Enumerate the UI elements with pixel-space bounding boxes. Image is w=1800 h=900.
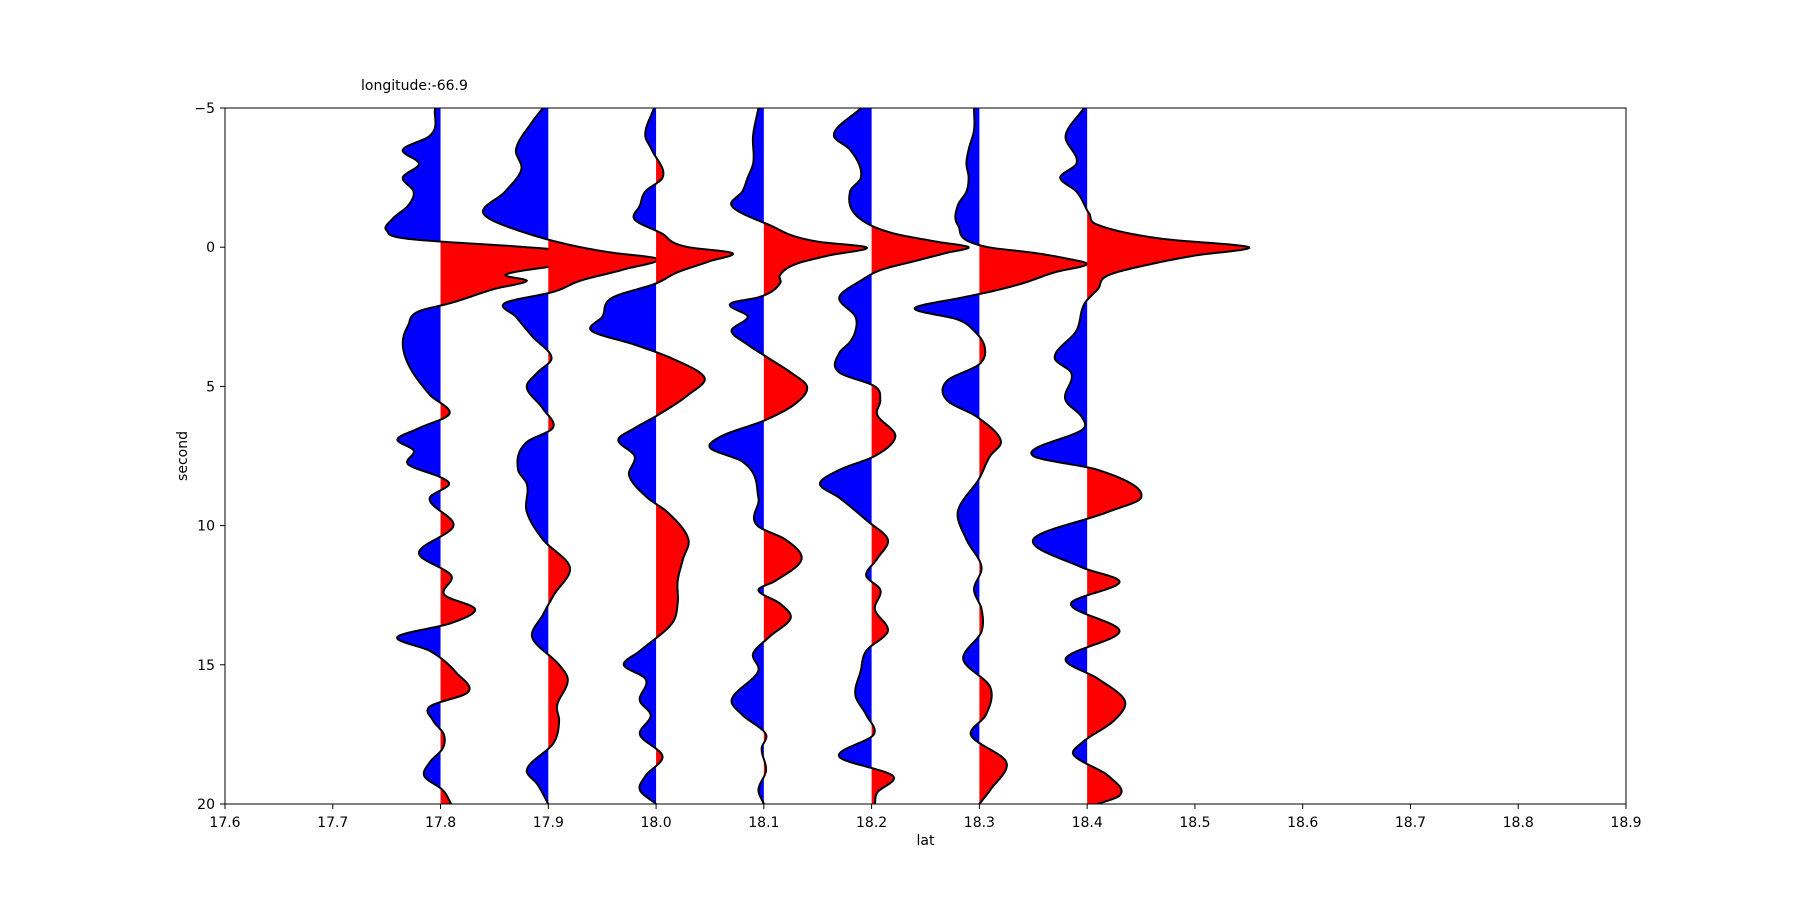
y-tick-label: 0 <box>206 240 215 256</box>
x-tick-label: 18.4 <box>1072 815 1103 831</box>
y-tick-label: 5 <box>206 379 215 395</box>
plot-frame <box>224 107 1627 805</box>
negative-lobe <box>1031 299 1088 468</box>
positive-lobe <box>1087 467 1142 519</box>
x-tick-label: 18.1 <box>748 815 779 831</box>
positive-lobe <box>871 225 969 275</box>
negative-lobe <box>482 108 549 240</box>
positive-lobe <box>1087 614 1120 648</box>
positive-lobe <box>1087 673 1126 739</box>
positive-lobe <box>871 581 888 646</box>
positive-lobe <box>763 595 791 642</box>
negative-lobe <box>731 108 764 223</box>
negative-lobe <box>618 416 657 504</box>
positive-lobe <box>440 477 450 491</box>
negative-lobe <box>402 305 441 403</box>
trace-outline <box>1030 108 1251 804</box>
trace-outline <box>589 108 735 804</box>
x-tick-label: 18.3 <box>964 815 995 831</box>
x-axis-label: lat <box>917 833 935 849</box>
negative-lobe <box>758 776 764 804</box>
negative-lobe <box>418 536 441 568</box>
x-tick-label: 18.5 <box>1179 815 1210 831</box>
negative-lobe <box>731 641 764 732</box>
positive-lobe <box>763 529 802 586</box>
negative-lobe <box>1065 647 1088 674</box>
positive-lobe <box>1087 210 1250 300</box>
y-tick-label: 20 <box>197 797 215 813</box>
trace-18.4 <box>1030 108 1251 804</box>
negative-lobe <box>955 108 980 246</box>
positive-lobe <box>871 384 896 458</box>
trace-outline <box>384 108 627 804</box>
positive-lobe <box>871 768 895 804</box>
positive-lobe <box>763 355 808 421</box>
trace-17.8 <box>384 108 627 804</box>
positive-lobe <box>1087 764 1122 804</box>
negative-lobe <box>957 478 980 561</box>
negative-lobe <box>427 702 441 730</box>
trace-18.2 <box>818 108 970 804</box>
negative-lobe <box>623 638 657 749</box>
x-tick-label: 18.7 <box>1395 815 1426 831</box>
positive-lobe <box>656 503 689 639</box>
trace-outline <box>818 108 970 804</box>
trace-outline <box>708 108 869 804</box>
trace-outline <box>913 108 1089 804</box>
trace-outline <box>481 108 659 804</box>
x-tick-label: 18.9 <box>1610 815 1641 831</box>
trace-17.9 <box>481 108 659 804</box>
negative-lobe <box>974 575 980 604</box>
x-tick-label: 17.8 <box>425 815 456 831</box>
positive-lobe <box>440 657 470 703</box>
positive-lobe <box>763 222 867 296</box>
negative-lobe <box>526 363 549 416</box>
chart-title: longitude:-66.9 <box>361 78 468 94</box>
negative-lobe <box>914 294 980 337</box>
trace-18.1 <box>708 108 869 804</box>
ticks-layer: 17.6 17.7 17.8 17.9 18.0 18.1 18.2 18.3 18.4 18.5… <box>194 101 1641 831</box>
positive-lobe <box>656 748 663 767</box>
y-tick-label: 15 <box>197 658 215 674</box>
positive-lobe <box>656 352 705 417</box>
x-tick-label: 18.2 <box>856 815 887 831</box>
x-tick-label: 17.7 <box>317 815 348 831</box>
negative-lobe <box>834 274 872 385</box>
positive-lobe <box>979 675 992 723</box>
trace-18 <box>589 108 735 804</box>
x-tick-label: 17.6 <box>209 815 240 831</box>
negative-lobe <box>633 183 657 231</box>
traces-layer <box>384 108 1251 804</box>
x-tick-label: 18.0 <box>640 815 671 831</box>
negative-lobe <box>502 293 549 352</box>
negative-lobe <box>517 431 549 546</box>
positive-lobe <box>440 511 454 537</box>
trace-18.3 <box>913 108 1089 804</box>
negative-lobe <box>385 108 441 242</box>
positive-lobe <box>656 157 664 184</box>
negative-lobe <box>709 420 764 530</box>
x-tick-label: 17.9 <box>533 815 564 831</box>
x-tick-label: 18.8 <box>1503 815 1534 831</box>
negative-lobe <box>833 108 872 226</box>
negative-lobe <box>645 108 657 158</box>
negative-lobe <box>590 283 657 353</box>
positive-lobe <box>548 239 658 294</box>
x-tick-label: 18.6 <box>1287 815 1318 831</box>
y-tick-label: 10 <box>197 519 215 535</box>
positive-lobe <box>979 743 1007 804</box>
y-axis-label: second <box>175 431 191 481</box>
y-tick-label: −5 <box>194 101 215 117</box>
positive-lobe <box>1087 569 1120 596</box>
